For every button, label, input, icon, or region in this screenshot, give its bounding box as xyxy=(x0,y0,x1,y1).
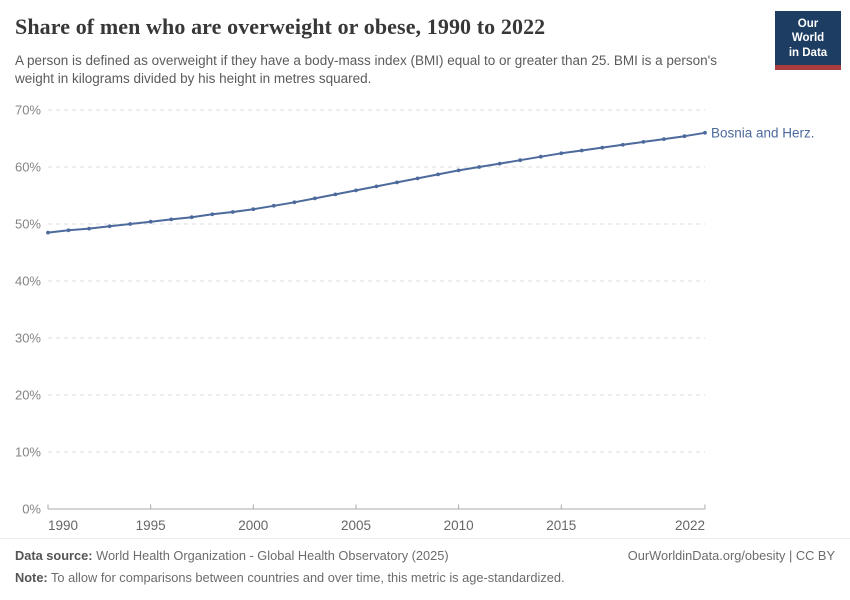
data-point xyxy=(415,176,420,181)
data-point xyxy=(66,228,71,233)
data-point xyxy=(210,212,215,217)
data-point xyxy=(559,151,564,156)
note-label: Note: xyxy=(15,570,48,585)
data-point xyxy=(230,210,235,214)
data-point xyxy=(662,137,666,142)
y-tick-label: 10% xyxy=(15,445,41,460)
x-tick-label: 2010 xyxy=(444,518,474,533)
x-tick-label: 2000 xyxy=(238,518,268,533)
data-point xyxy=(477,165,482,169)
entity-label[interactable]: Bosnia and Herz. xyxy=(711,125,815,140)
chart-footer: Data source: World Health Organization -… xyxy=(0,538,850,600)
data-point xyxy=(374,184,379,189)
data-point xyxy=(456,168,461,173)
x-tick-label: 2005 xyxy=(341,518,371,533)
data-point xyxy=(436,172,440,177)
note-line: Note: To allow for comparisons between c… xyxy=(15,570,835,585)
x-tick-label: 2022 xyxy=(675,518,705,533)
x-tick-label: 2015 xyxy=(546,518,576,533)
data-point xyxy=(538,154,543,159)
data-point xyxy=(354,188,358,193)
y-tick-label: 50% xyxy=(15,217,41,232)
owid-url-link[interactable]: OurWorldinData.org/obesity | CC BY xyxy=(627,548,835,563)
y-tick-label: 70% xyxy=(15,103,41,118)
y-tick-label: 20% xyxy=(15,388,41,403)
data-point xyxy=(497,161,502,166)
data-point xyxy=(621,142,625,147)
owid-logo-line2: in Data xyxy=(788,46,828,59)
owid-logo-line1: Our World xyxy=(791,18,825,45)
data-point xyxy=(641,140,646,144)
data-point xyxy=(395,180,399,185)
trend-line xyxy=(47,131,706,234)
data-point xyxy=(600,145,605,150)
data-point xyxy=(128,222,133,226)
data-point xyxy=(682,134,687,139)
data-point xyxy=(292,200,297,205)
line-chart-plot-area[interactable]: 0% 10% 20% 30% 40% 50% 60% 70% 1990 1995 2000 2005 2… xyxy=(0,0,850,540)
data-point xyxy=(333,192,338,197)
data-point xyxy=(107,224,112,229)
data-source-line: Data source: World Health Organization -… xyxy=(15,548,835,563)
data-point xyxy=(148,219,153,224)
data-point xyxy=(46,230,50,235)
data-point xyxy=(313,196,317,201)
y-tick-label: 30% xyxy=(15,331,41,346)
data-point xyxy=(189,215,194,220)
x-tick-label: 1990 xyxy=(48,518,78,533)
y-tick-label: 0% xyxy=(22,502,41,517)
data-point xyxy=(703,130,707,135)
data-source-value: World Health Organization - Global Healt… xyxy=(96,548,449,563)
data-point xyxy=(87,226,91,231)
owid-logo: Our World in Data xyxy=(775,11,841,71)
data-source-label: Data source: xyxy=(15,548,93,563)
y-tick-label: 60% xyxy=(15,160,41,175)
y-tick-label: 40% xyxy=(15,274,41,289)
chart-subtitle: A person is defined as overweight if the… xyxy=(15,53,717,87)
data-point xyxy=(169,217,174,222)
x-tick-label: 1995 xyxy=(136,518,166,533)
data-point xyxy=(251,207,256,212)
note-value: To allow for comparisons between countri… xyxy=(51,570,565,585)
data-point xyxy=(271,203,276,208)
data-point xyxy=(518,158,523,163)
chart-title: Share of men who are overweight or obese… xyxy=(15,14,546,39)
data-point xyxy=(579,148,584,153)
